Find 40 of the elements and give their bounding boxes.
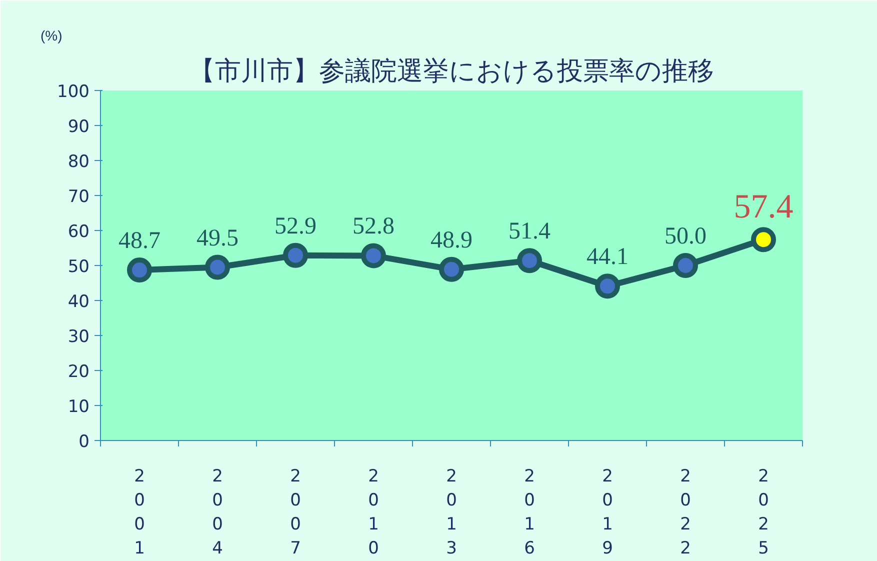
point [205,254,230,280]
y-tick-label: 0 [78,432,90,452]
y-tick-label: 30 [68,327,90,347]
y-tick-label: 10 [68,397,90,417]
point [283,242,308,268]
x-tick-label: 2007 [290,466,301,558]
y-tick-label: 80 [68,152,90,172]
point [595,274,620,299]
x-tick-label: 2016 [524,466,535,558]
chart-title: 【市川市】参議院選挙における投票率の推移 [189,56,714,86]
point [673,253,698,278]
x-tick-label: 2001 [134,466,145,558]
y-tick-label: 90 [68,117,90,137]
point [751,227,776,252]
point [127,258,152,283]
x-tick-label: 2004 [212,466,223,558]
x-tick-label: 2013 [446,466,457,558]
text: 57.4 [734,188,794,226]
text: 49.5 [196,225,238,252]
y-tick-label: 60 [68,222,90,242]
point [439,256,464,282]
y-tick-label: 50 [68,257,90,277]
text: 48.9 [430,227,472,254]
x-tick-label: 2022 [680,466,691,558]
x-tick-label: 2019 [602,466,613,558]
text: 52.8 [352,214,394,240]
y-tick-label: 40 [68,292,90,312]
x-tick-label: 2010 [368,466,379,558]
text: 44.1 [586,244,628,270]
y-tick-label: 70 [68,187,90,207]
y-tick-label: 20 [68,362,90,382]
y-tick-label: 100 [57,82,90,102]
text: 52.9 [274,213,316,240]
y-axis-title: (%) [40,28,62,44]
text: 51.4 [508,218,550,245]
point [361,243,386,268]
x-tick-label: 2025 [758,466,769,558]
point [517,248,542,274]
text: 50.0 [664,224,706,250]
text: 48.7 [118,228,160,254]
